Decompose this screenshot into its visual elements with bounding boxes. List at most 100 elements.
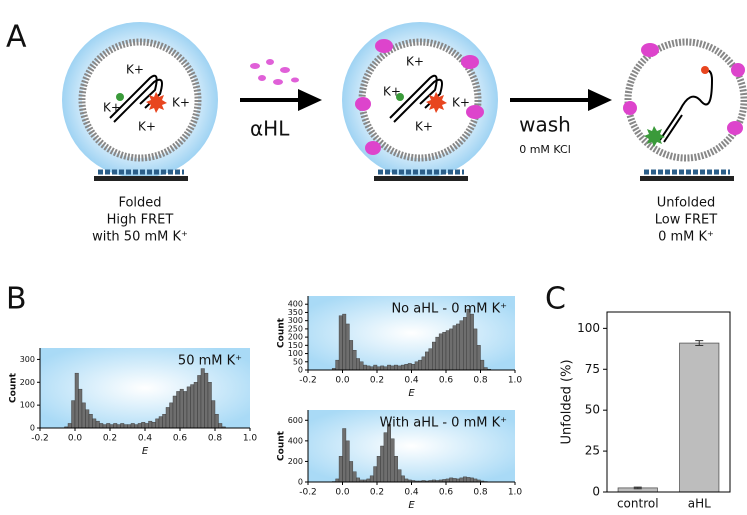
histogram-bar: [376, 456, 381, 483]
histogram-bar: [449, 328, 454, 371]
histogram-bar: [92, 418, 97, 429]
histogram-bar: [71, 400, 76, 429]
histogram-bar: [380, 365, 385, 371]
x-axis-label: E: [408, 500, 415, 511]
histogram-bar: [349, 461, 354, 483]
histogram-bar: [165, 407, 170, 429]
histogram-bar: [352, 350, 357, 371]
histogram-bar: [397, 365, 402, 371]
y-tick-label: 0: [298, 478, 303, 487]
panel-label: C: [545, 282, 566, 317]
histogram-bar: [463, 317, 467, 371]
histogram-bar: [183, 391, 188, 429]
histogram-bar: [359, 361, 364, 371]
annotation: 50 mM K⁺: [178, 354, 242, 369]
histogram-bar: [387, 424, 392, 483]
y-tick-label: 0: [592, 485, 600, 499]
x-tick-label: 0.6: [439, 376, 454, 386]
histogram-bar: [366, 365, 371, 371]
y-tick-label: 100: [20, 401, 35, 410]
histogram-bar: [476, 345, 481, 371]
y-tick-label: 350: [288, 308, 303, 317]
histogram-bar: [95, 420, 100, 429]
histogram-bar: [67, 423, 72, 429]
caption: Folded: [118, 196, 161, 211]
histogram-bar: [342, 428, 347, 483]
arrow-head: [588, 89, 612, 111]
histogram-bar: [432, 341, 436, 371]
x-tick-label: 1.0: [243, 434, 258, 444]
x-axis-label: E: [408, 388, 415, 399]
histogram-bar: [373, 364, 378, 371]
histogram-bar: [469, 313, 474, 371]
histogram-bar: [356, 477, 360, 483]
histogram-bar: [127, 424, 132, 429]
ion-label: K+: [138, 120, 156, 134]
ion-label: K+: [383, 85, 401, 99]
arrow-head: [298, 89, 322, 111]
x-tick-label: 0.0: [68, 434, 83, 444]
arrow-label: wash: [519, 113, 571, 137]
panel-label: A: [6, 20, 27, 55]
histogram-bar: [452, 325, 457, 371]
histogram-bar: [369, 475, 374, 483]
x-tick-label: 0.0: [335, 488, 350, 498]
x-tick-label: 0.6: [439, 488, 454, 498]
y-tick-label: 400: [288, 436, 303, 445]
histogram-bar: [85, 409, 90, 429]
histogram-bar: [349, 340, 354, 371]
histogram-bar: [414, 361, 419, 371]
histogram-bar: [397, 469, 402, 483]
histogram-bar: [151, 422, 156, 429]
y-axis-label: Count: [9, 372, 19, 403]
histogram-bar: [459, 320, 464, 371]
y-axis-label: Unfolded (%): [560, 359, 575, 444]
caption: High FRET: [107, 213, 174, 228]
histogram-bar: [169, 402, 174, 429]
histogram-bar: [363, 364, 367, 371]
error-bar: [633, 486, 642, 490]
x-tick-label: control: [617, 497, 659, 511]
x-tick-label: -0.2: [299, 376, 317, 386]
histogram-bar: [137, 423, 142, 429]
histogram-bar: [442, 331, 447, 371]
x-tick-label: 0.8: [473, 376, 488, 386]
y-tick-label: 0: [298, 366, 303, 375]
histogram-bar: [345, 323, 350, 371]
histogram-bar: [197, 375, 202, 429]
histogram-bar: [418, 359, 423, 371]
x-tick-label: aHL: [688, 497, 711, 511]
x-tick-label: 0.2: [103, 434, 117, 444]
histogram-bar: [407, 363, 412, 371]
histogram-bar: [466, 308, 471, 371]
x-tick-label: 0.0: [335, 376, 350, 386]
histogram-bar: [452, 478, 457, 483]
histogram-bar: [394, 364, 398, 371]
bar: [679, 342, 720, 493]
histogram-bar: [394, 456, 398, 483]
x-tick-label: 0.6: [173, 434, 188, 444]
x-tick-label: 0.4: [404, 376, 419, 386]
vesicle: [62, 22, 218, 181]
y-tick-label: 75: [585, 362, 600, 376]
toxin-particles: [250, 59, 299, 85]
panel-label: B: [6, 282, 27, 317]
x-tick-label: 0.2: [370, 376, 384, 386]
histogram-bar: [380, 445, 385, 483]
y-tick-label: 200: [288, 333, 303, 342]
ion-label: K+: [126, 63, 144, 77]
histogram-bar: [338, 315, 343, 371]
ion-label: K+: [172, 96, 190, 110]
y-tick-label: 300: [288, 316, 303, 325]
histogram-bar: [373, 466, 378, 483]
histogram-bar: [342, 313, 347, 371]
histogram-bar: [211, 400, 216, 429]
histogram-bar: [141, 422, 146, 429]
caption: with 50 mM K⁺: [92, 230, 188, 245]
ion-label: K+: [452, 96, 470, 110]
error-bar: [695, 340, 704, 347]
histogram-bar: [449, 477, 454, 483]
y-axis-label: Count: [277, 317, 287, 348]
y-tick-label: 100: [288, 349, 303, 358]
